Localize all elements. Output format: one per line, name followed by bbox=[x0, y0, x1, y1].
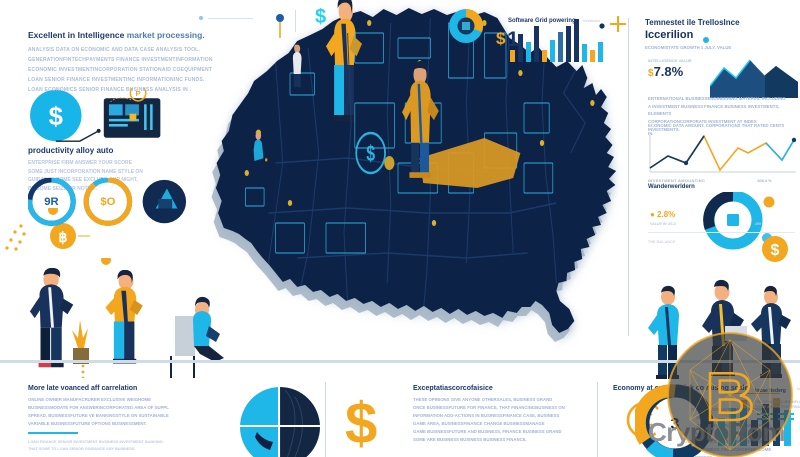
svg-text:$: $ bbox=[366, 143, 375, 167]
svg-text:1: 1 bbox=[507, 28, 519, 51]
svg-text:฿: ฿ bbox=[59, 229, 68, 245]
svg-text:$: $ bbox=[345, 391, 377, 453]
svg-text:$: $ bbox=[49, 103, 63, 131]
svg-text:Software Grid powering: Software Grid powering bbox=[508, 18, 576, 24]
svg-text:$: $ bbox=[496, 29, 506, 48]
svg-text:B: B bbox=[705, 359, 754, 435]
svg-text:$: $ bbox=[771, 242, 780, 259]
svg-text:9R: 9R bbox=[44, 196, 58, 208]
svg-text:$O: $O bbox=[100, 196, 115, 208]
